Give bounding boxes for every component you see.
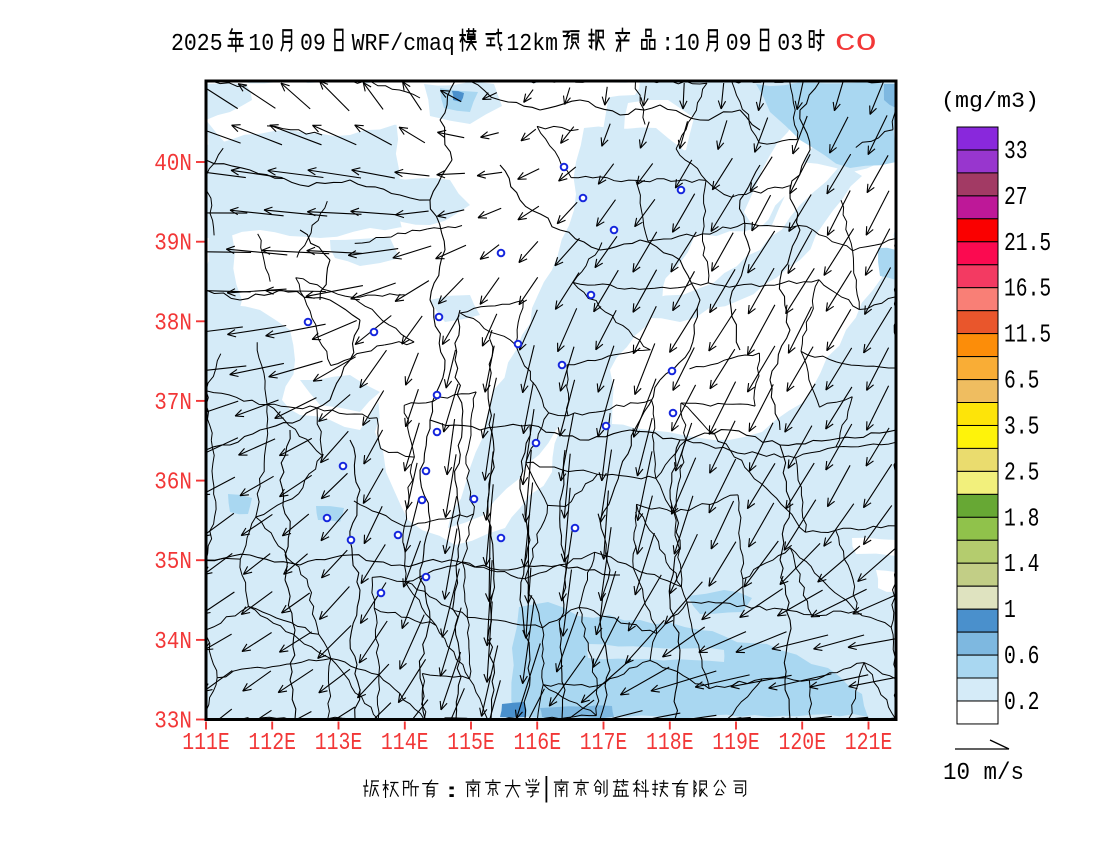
svg-text::10: :10 bbox=[661, 31, 700, 58]
svg-text:2.5: 2.5 bbox=[1004, 458, 1039, 487]
svg-text:1: 1 bbox=[1004, 596, 1016, 625]
svg-text:118E: 118E bbox=[646, 730, 694, 757]
svg-text:09: 09 bbox=[726, 31, 752, 58]
svg-text:120E: 120E bbox=[779, 730, 827, 757]
svg-text:1.4: 1.4 bbox=[1004, 550, 1039, 579]
svg-text:111E: 111E bbox=[182, 730, 230, 757]
svg-text:36N: 36N bbox=[154, 470, 192, 497]
svg-text:10 m/s: 10 m/s bbox=[943, 760, 1024, 787]
svg-text:21.5: 21.5 bbox=[1004, 229, 1051, 258]
svg-text:33N: 33N bbox=[154, 709, 192, 736]
svg-text:121E: 121E bbox=[845, 730, 893, 757]
svg-text:2025: 2025 bbox=[171, 31, 223, 58]
svg-text:115E: 115E bbox=[447, 730, 495, 757]
svg-text:0.2: 0.2 bbox=[1004, 688, 1039, 717]
svg-text:119E: 119E bbox=[712, 730, 760, 757]
svg-text:0.6: 0.6 bbox=[1004, 642, 1039, 671]
svg-text:113E: 113E bbox=[315, 730, 363, 757]
svg-text:1.8: 1.8 bbox=[1004, 504, 1039, 533]
svg-text:WRF/cmaq: WRF/cmaq bbox=[352, 31, 455, 58]
svg-text:CO: CO bbox=[835, 31, 877, 58]
svg-text:10: 10 bbox=[248, 31, 274, 58]
svg-text:34N: 34N bbox=[154, 629, 192, 656]
svg-text:38N: 38N bbox=[154, 310, 192, 337]
svg-text:35N: 35N bbox=[154, 549, 192, 576]
svg-text:09: 09 bbox=[300, 31, 326, 58]
svg-text:114E: 114E bbox=[381, 730, 429, 757]
svg-text:39N: 39N bbox=[154, 231, 192, 258]
svg-text:16.5: 16.5 bbox=[1004, 275, 1051, 304]
svg-text:12km: 12km bbox=[506, 31, 558, 58]
svg-text:(mg/m3): (mg/m3) bbox=[941, 89, 1039, 114]
svg-text:33: 33 bbox=[1004, 137, 1028, 166]
svg-text:117E: 117E bbox=[580, 730, 628, 757]
svg-text:27: 27 bbox=[1004, 183, 1028, 212]
svg-text:40N: 40N bbox=[154, 151, 192, 178]
svg-text:112E: 112E bbox=[248, 730, 296, 757]
svg-text:3.5: 3.5 bbox=[1004, 413, 1039, 442]
svg-text:11.5: 11.5 bbox=[1004, 321, 1051, 350]
svg-text:03: 03 bbox=[777, 31, 803, 58]
svg-text:6.5: 6.5 bbox=[1004, 367, 1039, 396]
svg-text::: : bbox=[440, 781, 463, 803]
svg-text:37N: 37N bbox=[154, 390, 192, 417]
svg-text:116E: 116E bbox=[514, 730, 562, 757]
